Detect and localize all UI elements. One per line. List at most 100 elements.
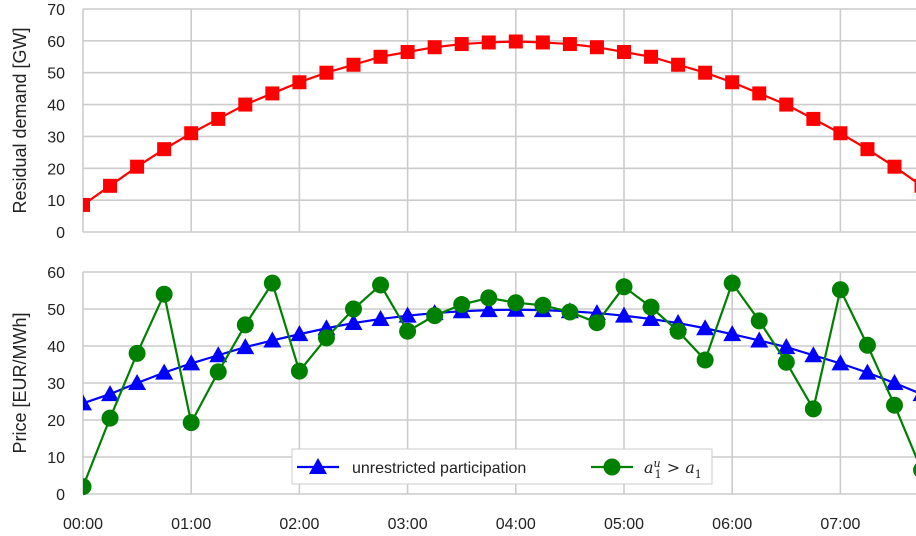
data-point: [752, 86, 767, 101]
y-tick-label: 0: [56, 225, 65, 242]
data-point: [236, 316, 254, 334]
x-tick-label: 02:00: [279, 516, 319, 533]
data-point: [454, 37, 469, 52]
data-point: [398, 306, 417, 323]
data-point: [400, 45, 415, 60]
series-line: [83, 40, 916, 206]
y-tick-label: 60: [47, 34, 65, 51]
data-point: [263, 331, 282, 348]
data-point: [236, 338, 255, 355]
data-point: [644, 49, 659, 64]
data-point: [723, 274, 741, 292]
data-point: [265, 86, 280, 101]
y-tick-label: 40: [47, 339, 65, 356]
data-point: [750, 331, 769, 348]
data-point: [914, 178, 916, 193]
data-point: [725, 75, 740, 90]
data-point: [346, 57, 361, 72]
data-point: [155, 285, 173, 303]
data-point: [373, 49, 388, 64]
data-point: [182, 414, 200, 432]
data-point: [777, 353, 795, 371]
data-point: [779, 97, 794, 112]
data-point: [481, 35, 496, 50]
data-point: [615, 278, 633, 296]
data-point: [698, 65, 713, 80]
y-axis-label: Residual demand [GW]: [10, 27, 30, 213]
data-point: [83, 394, 92, 411]
data-point: [589, 40, 604, 55]
y-tick-label: 50: [47, 66, 65, 83]
data-point: [371, 309, 390, 326]
residual-demand-panel: 0 10 20 30 40 50 60 70 Residual demand [GW]: [10, 2, 916, 242]
x-tick-label: 00:00: [63, 516, 103, 533]
data-point: [831, 354, 850, 371]
data-point: [858, 336, 876, 354]
y-tick-label: 40: [47, 98, 65, 115]
data-point: [833, 126, 848, 141]
data-point: [426, 307, 444, 325]
data-point: [858, 363, 877, 380]
data-point: [508, 34, 523, 49]
y-tick-label: 20: [47, 161, 65, 178]
plot-area: [83, 34, 916, 212]
data-point: [130, 159, 145, 174]
data-point: [292, 75, 307, 90]
legend: unrestricted participation au 1 > a1: [291, 448, 713, 485]
x-tick-label: 03:00: [388, 516, 428, 533]
data-point: [290, 325, 309, 342]
y-tick-label: 0: [56, 487, 65, 504]
data-point: [723, 325, 742, 342]
legend-marker: [603, 458, 621, 476]
data-point: [831, 281, 849, 299]
y-tick-label: 30: [47, 376, 65, 393]
data-point: [238, 97, 253, 112]
legend-label: unrestricted participation: [352, 460, 526, 477]
x-tick-label: 07:00: [820, 516, 860, 533]
data-point: [886, 396, 903, 414]
data-point: [345, 300, 362, 318]
data-point: [211, 111, 226, 126]
series-line: [83, 308, 916, 405]
data-point: [453, 296, 471, 314]
legend-label: au 1 > a1: [644, 457, 702, 481]
data-point: [671, 57, 686, 72]
y-tick-label: 70: [47, 2, 65, 19]
data-point: [263, 274, 281, 292]
data-point: [209, 346, 228, 363]
data-point: [535, 35, 550, 50]
y-axis-label: Price [EUR/MWh]: [10, 312, 30, 453]
legend-marker: [309, 458, 327, 474]
data-point: [615, 306, 633, 323]
data-point: [804, 346, 823, 363]
x-tick-label: 06:00: [712, 516, 752, 533]
price-panel: 0 10 20 30 40 50 60 00:00 01:00 02:00 03:00 04:00 05…: [10, 265, 916, 533]
data-point: [561, 303, 579, 321]
x-tick-label: 05:00: [604, 516, 644, 533]
data-point: [128, 374, 147, 390]
y-tick-label: 10: [47, 450, 65, 467]
data-point: [209, 363, 227, 381]
legend-box: [291, 448, 713, 485]
data-point: [427, 40, 442, 55]
data-point: [642, 298, 660, 316]
data-point: [83, 478, 92, 496]
data-point: [669, 322, 687, 340]
data-point: [507, 294, 525, 312]
data-point: [562, 37, 577, 52]
data-point: [534, 296, 552, 314]
data-point: [885, 374, 904, 390]
data-point: [617, 45, 631, 60]
data-point: [155, 363, 174, 380]
data-point: [860, 142, 875, 157]
data-point: [128, 344, 146, 362]
x-tick-label: 04:00: [496, 516, 536, 533]
data-point: [479, 301, 498, 318]
y-tick-label: 30: [47, 129, 65, 146]
data-point: [480, 289, 498, 307]
data-point: [101, 409, 119, 427]
data-point: [372, 276, 390, 294]
data-point: [101, 385, 120, 402]
data-point: [83, 197, 90, 212]
